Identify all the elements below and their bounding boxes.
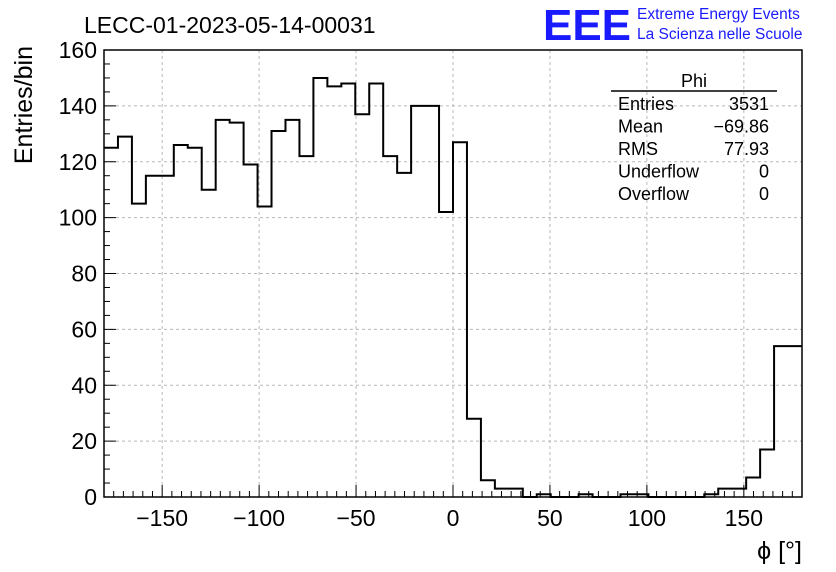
stats-row-value: 77.93 <box>724 139 769 159</box>
x-axis-label: ϕ [°] <box>757 537 802 565</box>
y-tick-label: 140 <box>59 93 97 119</box>
y-tick-label: 100 <box>59 205 97 231</box>
stats-row-value: 0 <box>759 162 769 182</box>
stats-row-label: RMS <box>618 139 658 159</box>
grid-lines <box>104 50 802 497</box>
stats-box-title: Phi <box>681 71 707 91</box>
x-tick-label: 150 <box>725 505 763 531</box>
logo-line-2: La Scienza nelle Scuole <box>637 26 802 43</box>
x-tick-label: −50 <box>337 505 376 531</box>
stats-row-value: 0 <box>759 184 769 204</box>
y-tick-label: 20 <box>71 428 97 454</box>
stats-row-label: Underflow <box>618 162 700 182</box>
stats-row-label: Overflow <box>618 184 690 204</box>
y-tick-label: 40 <box>71 372 97 398</box>
stats-row-label: Mean <box>618 117 663 137</box>
axis-ticks <box>104 49 793 498</box>
x-tick-label: 50 <box>537 505 563 531</box>
y-tick-label: 80 <box>71 261 97 287</box>
y-tick-label: 60 <box>71 316 97 342</box>
x-tick-label: 0 <box>447 505 460 531</box>
chart-title: LECC-01-2023-05-14-00031 <box>84 12 376 38</box>
x-tick-labels: −150 −100 −50 0 50 100 150 <box>136 505 763 531</box>
x-tick-label: 100 <box>628 505 666 531</box>
x-tick-label: −150 <box>136 505 188 531</box>
eee-logo: EEE <box>543 1 631 50</box>
y-axis-label: Entries/bin <box>10 46 38 164</box>
x-tick-label: −100 <box>233 505 285 531</box>
stats-box: Phi Entries 3531 Mean −69.86 RMS 77.93 Underfl… <box>611 71 777 204</box>
y-tick-labels: 0 20 40 60 80 100 120 140 160 <box>59 37 97 510</box>
logo-line-1: Extreme Energy Events <box>637 6 800 23</box>
y-tick-label: 120 <box>59 149 97 175</box>
stats-row-value: 3531 <box>729 94 769 114</box>
stats-row-value: −69.86 <box>713 117 769 137</box>
y-tick-label: 0 <box>84 484 97 510</box>
y-tick-label: 160 <box>59 37 97 63</box>
stats-row-label: Entries <box>618 94 674 114</box>
